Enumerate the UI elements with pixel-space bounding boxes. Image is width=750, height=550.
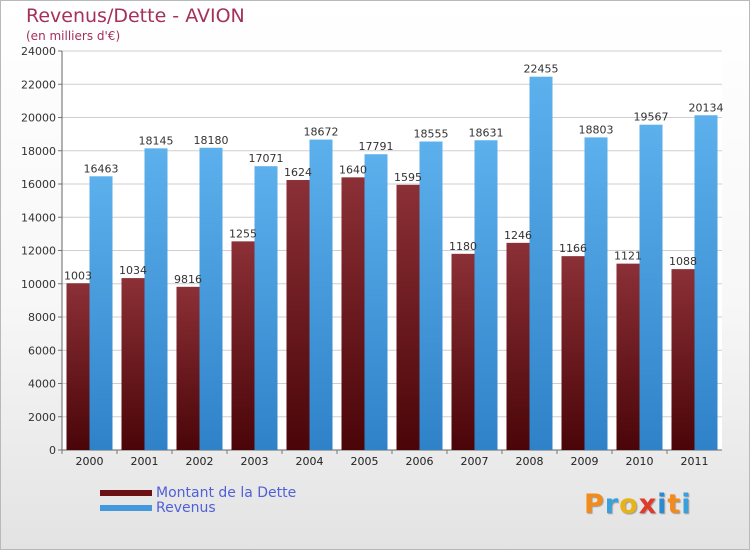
legend-swatch-revenus [100, 505, 152, 511]
x-tick-label: 2002 [186, 455, 214, 468]
bar-dette [176, 286, 200, 450]
bar-dette [341, 177, 365, 450]
x-tick-label: 2008 [516, 455, 544, 468]
bar-dette [121, 278, 145, 450]
data-label-dette: 1640 [339, 163, 367, 176]
logo-letter: i [681, 489, 692, 520]
logo-letter: P [584, 489, 605, 520]
data-label-revenus: 18631 [469, 126, 504, 139]
data-label-revenus: 22455 [524, 63, 559, 76]
grid-layer [58, 50, 722, 454]
y-tick-label: 24000 [21, 45, 56, 58]
bar-revenus [419, 141, 443, 450]
bar-dette [286, 180, 310, 450]
data-label-revenus: 17791 [359, 140, 394, 153]
y-tick-label: 14000 [21, 211, 56, 224]
chart-subtitle: (en milliers d'€) [26, 29, 121, 43]
data-label-dette: 1180 [449, 240, 477, 253]
bar-revenus [89, 176, 113, 451]
data-label-revenus: 18145 [139, 134, 174, 147]
bar-dette [506, 242, 530, 450]
bar-revenus [639, 124, 663, 451]
x-tick-label: 2005 [351, 455, 379, 468]
x-tick-label: 2001 [131, 455, 159, 468]
bar-revenus [474, 140, 498, 450]
bar-revenus [694, 115, 718, 450]
logo-letter: t [667, 489, 682, 520]
y-tick-label: 18000 [21, 145, 56, 158]
bar-revenus [529, 76, 553, 451]
bar-dette [231, 241, 255, 450]
data-label-revenus: 17071 [249, 152, 284, 165]
bar-revenus [584, 137, 608, 450]
bar-dette [451, 253, 475, 450]
data-label-dette: 1595 [394, 171, 422, 184]
data-label-revenus: 19567 [634, 111, 669, 124]
y-tick-label: 16000 [21, 178, 56, 191]
proxiti-logo: Proxiti [584, 489, 692, 520]
bar-layer [66, 76, 718, 451]
bar-revenus [309, 139, 333, 450]
x-tick-label: 2007 [461, 455, 489, 468]
y-tick-label: 4000 [28, 378, 56, 391]
legend-swatch-dette [100, 490, 152, 496]
logo-letter: x [638, 489, 658, 520]
y-tick-label: 22000 [21, 78, 56, 91]
y-tick-label: 2000 [28, 411, 56, 424]
x-tick-label: 2011 [681, 455, 709, 468]
bar-revenus [144, 148, 168, 451]
x-tick-label: 2006 [406, 455, 434, 468]
x-tick-label: 2004 [296, 455, 324, 468]
data-label-revenus: 18555 [414, 128, 449, 141]
data-label-revenus: 18180 [194, 134, 229, 147]
data-label-revenus: 20134 [689, 101, 724, 114]
logo-letter: r [604, 489, 620, 520]
x-tick-label: 2009 [571, 455, 599, 468]
data-label-revenus: 18803 [579, 123, 614, 136]
y-tick-label: 0 [49, 444, 56, 457]
x-tick-label: 2003 [241, 455, 269, 468]
chart-title: Revenus/Dette - AVION [26, 5, 245, 27]
data-label-revenus: 16463 [84, 162, 119, 175]
data-label-dette: 9816 [174, 273, 202, 286]
bar-dette [616, 263, 640, 450]
data-label-dette: 1255 [229, 227, 257, 240]
data-label-revenus: 18672 [304, 126, 339, 139]
y-tick-label: 12000 [21, 245, 56, 258]
bar-dette [66, 283, 90, 450]
x-tick-label: 2010 [626, 455, 654, 468]
x-tick-label: 2000 [76, 455, 104, 468]
y-tick-label: 10000 [21, 278, 56, 291]
logo-letter: i [657, 489, 668, 520]
bar-dette [561, 256, 585, 450]
logo-letter: o [619, 489, 639, 520]
data-label-dette: 1121 [614, 250, 642, 263]
legend-label-revenus: Revenus [156, 500, 216, 516]
data-label-dette: 1003 [64, 269, 92, 282]
bar-revenus [254, 166, 278, 450]
bar-revenus [199, 147, 223, 450]
label-layer: 0 2000 4000 6000 8000 10000 12000 14000 16000 180… [21, 45, 724, 468]
bar-dette [396, 184, 420, 451]
legend-label-dette: Montant de la Dette [156, 485, 297, 501]
data-label-dette: 1624 [284, 166, 312, 179]
bar-dette [671, 269, 695, 450]
data-label-dette: 1166 [559, 242, 587, 255]
data-label-dette: 1088 [669, 255, 697, 268]
bar-revenus [364, 154, 388, 451]
y-tick-label: 20000 [21, 112, 56, 125]
data-label-dette: 1246 [504, 229, 532, 242]
y-tick-label: 8000 [28, 311, 56, 324]
data-label-dette: 1034 [119, 264, 147, 277]
y-tick-label: 6000 [28, 344, 56, 357]
